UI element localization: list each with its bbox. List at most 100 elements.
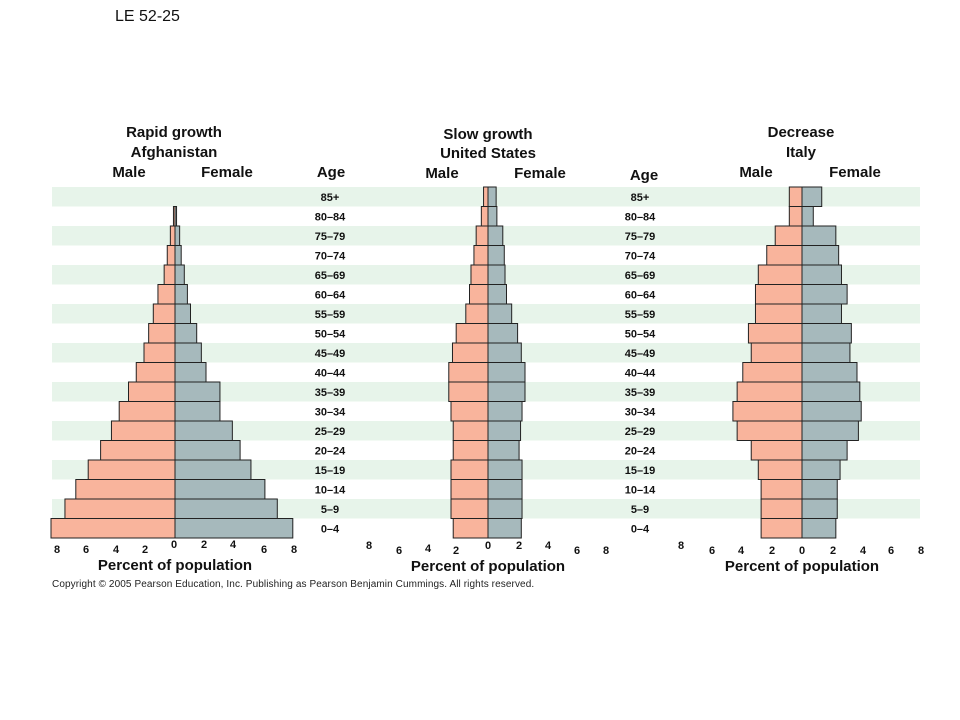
- bar-male-0-4: [760, 518, 803, 539]
- bar-female-40-44: [174, 362, 207, 383]
- bar-male-65-69: [757, 264, 803, 285]
- age-label-20-24: 20–24: [625, 446, 656, 458]
- age-label-80-84: 80–84: [315, 212, 346, 224]
- bar-female-30-34: [487, 401, 523, 422]
- bar-female-80-84: [487, 206, 498, 227]
- bar-female-45-49: [174, 342, 202, 363]
- x-tick-label-0: 8: [678, 540, 684, 552]
- age-label-25-29: 25–29: [315, 426, 346, 438]
- age-label-15-19: 15–19: [625, 465, 656, 477]
- x-tick-label-3: 2: [769, 545, 775, 557]
- bar-female-85: [487, 186, 497, 207]
- bar-female-25-29: [487, 420, 522, 441]
- pyramid-united-states: Slow growth United States Male Female Age 85+…: [366, 126, 658, 575]
- age-label-50-54: 50–54: [315, 329, 346, 341]
- bar-female-60-64: [487, 284, 507, 305]
- bar-female-0-4: [174, 518, 294, 539]
- pyramid-afghanistan: Rapid growth Afghanistan Male Female Age 85+ 8…: [50, 124, 346, 574]
- age-label-60-64: 60–64: [315, 290, 346, 302]
- bar-female-15-19: [174, 459, 252, 480]
- bar-male-45-49: [451, 342, 489, 363]
- x-tick-label-5: 2: [830, 545, 836, 557]
- bar-male-55-59: [754, 303, 803, 324]
- bar-female-70-74: [801, 245, 840, 266]
- x-tick-label-6: 4: [230, 539, 237, 551]
- x-tick-label-2: 4: [738, 545, 745, 557]
- female-label: Female: [514, 165, 566, 182]
- bar-female-20-24: [174, 440, 241, 461]
- male-label: Male: [112, 164, 145, 181]
- x-tick-label-1: 6: [396, 545, 402, 557]
- bar-male-70-74: [766, 245, 803, 266]
- age-label-35-39: 35–39: [625, 387, 656, 399]
- bar-female-55-59: [174, 303, 191, 324]
- x-tick-label-4: 0: [485, 540, 491, 552]
- bar-female-15-19: [487, 459, 523, 480]
- male-label: Male: [425, 165, 458, 182]
- age-label-0-4: 0–4: [631, 524, 650, 536]
- age-label-40-44: 40–44: [315, 368, 346, 380]
- age-label-65-69: 65–69: [315, 270, 346, 282]
- bar-male-60-64: [157, 284, 176, 305]
- age-label-40-44: 40–44: [625, 368, 656, 380]
- bar-female-75-79: [801, 225, 837, 246]
- bar-female-60-64: [174, 284, 188, 305]
- bar-female-30-34: [174, 401, 221, 422]
- bar-female-75-79: [174, 225, 181, 246]
- bar-female-35-39: [174, 381, 221, 402]
- x-tick-label-2: 4: [425, 543, 432, 555]
- bar-male-30-34: [118, 401, 176, 422]
- x-axis-label: Percent of population: [411, 558, 565, 575]
- bar-male-45-49: [750, 342, 803, 363]
- age-label-55-59: 55–59: [315, 309, 346, 321]
- bar-male-15-19: [757, 459, 803, 480]
- x-tick-label-3: 2: [142, 544, 148, 556]
- bar-female-20-24: [801, 440, 848, 461]
- bar-male-0-4: [50, 518, 176, 539]
- age-label-75-79: 75–79: [625, 231, 656, 243]
- bar-female-50-54: [174, 323, 198, 344]
- bar-female-80-84: [801, 206, 814, 227]
- age-label-10-14: 10–14: [315, 485, 346, 497]
- age-label-5-9: 5–9: [631, 504, 649, 516]
- x-tick-label-1: 6: [83, 544, 89, 556]
- bar-male-80-84: [788, 206, 803, 227]
- bar-male-10-14: [75, 479, 176, 500]
- bar-female-75-79: [487, 225, 504, 246]
- x-tick-label-8: 8: [918, 545, 924, 557]
- bar-female-70-74: [487, 245, 505, 266]
- chart-title-line-2: United States: [440, 145, 536, 162]
- bar-female-65-69: [174, 264, 185, 285]
- x-tick-label-2: 4: [113, 544, 120, 556]
- bar-female-40-44: [801, 362, 858, 383]
- x-tick-label-7: 6: [888, 545, 894, 557]
- age-label-35-39: 35–39: [315, 387, 346, 399]
- bar-male-15-19: [87, 459, 176, 480]
- bar-female-10-14: [801, 479, 838, 500]
- bar-male-80-84: [480, 206, 489, 227]
- bar-male-25-29: [736, 420, 803, 441]
- age-label-65-69: 65–69: [625, 270, 656, 282]
- age-label-0-4: 0–4: [321, 524, 340, 536]
- bar-male-35-39: [128, 381, 176, 402]
- female-label: Female: [201, 164, 253, 181]
- bar-male-45-49: [143, 342, 176, 363]
- bar-male-5-9: [760, 498, 803, 519]
- age-label-70-74: 70–74: [625, 251, 656, 263]
- bar-male-50-54: [747, 323, 803, 344]
- bar-male-55-59: [152, 303, 176, 324]
- bar-female-5-9: [801, 498, 838, 519]
- x-tick-label-6: 4: [860, 545, 867, 557]
- bar-female-70-74: [174, 245, 182, 266]
- age-label-30-34: 30–34: [315, 407, 346, 419]
- x-axis-label: Percent of population: [725, 558, 879, 575]
- age-label-15-19: 15–19: [315, 465, 346, 477]
- x-tick-label-6: 4: [545, 540, 552, 552]
- bar-male-70-74: [473, 245, 489, 266]
- bar-male-10-14: [450, 479, 489, 500]
- age-label-10-14: 10–14: [625, 485, 656, 497]
- age-heading: Age: [317, 164, 345, 181]
- age-label-75-79: 75–79: [315, 231, 346, 243]
- bar-male-25-29: [110, 420, 176, 441]
